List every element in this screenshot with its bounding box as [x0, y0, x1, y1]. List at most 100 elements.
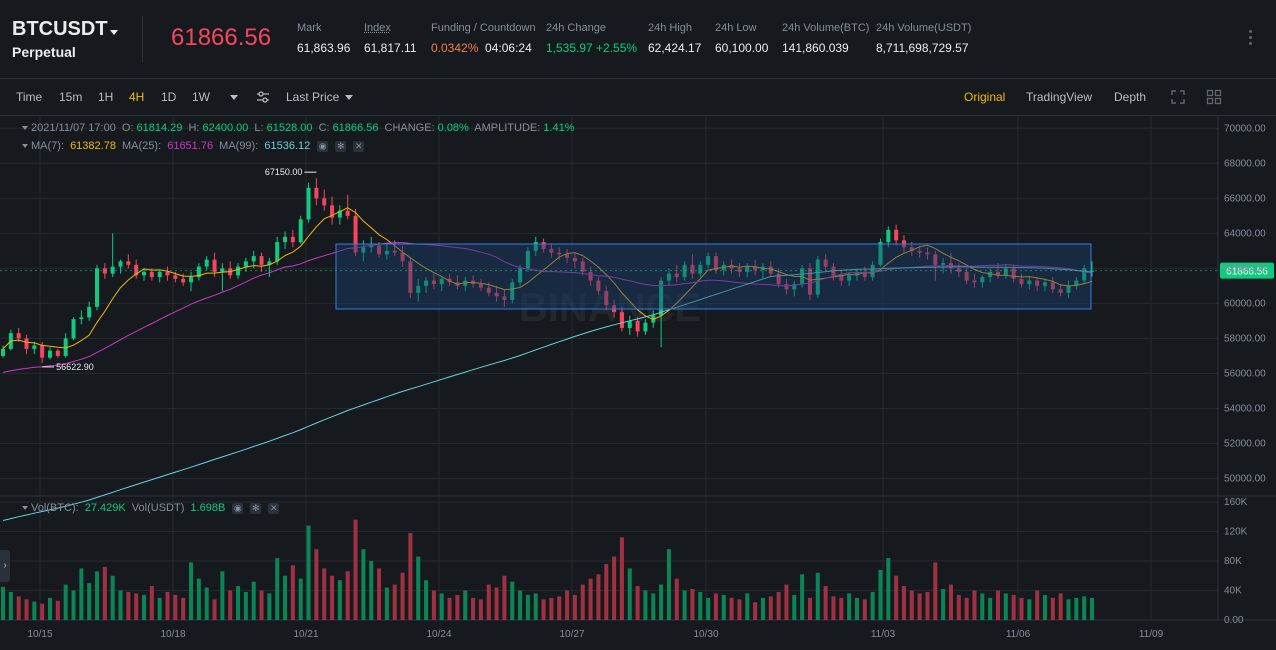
- stat-24h-change: 24h Change 1,535.97 +2.55%: [546, 22, 638, 55]
- date-axis-label: 11/09: [1139, 629, 1164, 640]
- candle-body: [416, 285, 421, 293]
- price-axis-label: 52000.00: [1224, 438, 1266, 449]
- volume-bar: [737, 599, 742, 620]
- volume-bar: [447, 597, 452, 620]
- volume-bar: [784, 584, 789, 620]
- candle-body: [1090, 270, 1094, 272]
- interval-1h[interactable]: 1H: [98, 90, 114, 104]
- interval-1d[interactable]: 1D: [161, 90, 177, 104]
- volume-bar: [1027, 599, 1032, 620]
- interval-time[interactable]: Time: [16, 90, 43, 104]
- price-type-dropdown-icon[interactable]: [345, 95, 353, 100]
- candle-body: [674, 273, 679, 278]
- candle-body: [236, 266, 241, 276]
- candle-body: [956, 268, 961, 272]
- chart-area[interactable]: BINANCE 67150.00 56622.90 61866.56 70000.00 6…: [0, 116, 1276, 650]
- symbol-name[interactable]: BTCUSDT: [12, 18, 108, 40]
- candle-body: [1035, 280, 1040, 286]
- candle-body: [220, 268, 225, 272]
- candle-body: [439, 278, 444, 285]
- eye-icon[interactable]: ◉: [317, 140, 329, 152]
- candle-body: [1082, 268, 1087, 281]
- last-price-tag-label: 61866.56: [1226, 267, 1268, 278]
- interval-4h[interactable]: 4H: [129, 90, 145, 104]
- candle-body: [181, 278, 186, 283]
- volume-bar: [314, 549, 319, 620]
- candle-body: [541, 242, 546, 250]
- expand-panel-button[interactable]: ›: [0, 550, 10, 582]
- collapse-icon[interactable]: [22, 126, 28, 131]
- candlestick-chart[interactable]: BINANCE 67150.00 56622.90 61866.56 70000.00 6…: [0, 116, 1276, 650]
- candle-body: [666, 273, 671, 281]
- volume-bar: [682, 590, 687, 620]
- candle-body: [596, 280, 601, 292]
- interval-15m[interactable]: 15m: [59, 90, 83, 104]
- close-icon[interactable]: ✕: [353, 140, 365, 152]
- collapse-icon[interactable]: [22, 506, 28, 511]
- eye-icon[interactable]: ◉: [232, 502, 244, 514]
- price-type-select[interactable]: Last Price: [286, 90, 340, 104]
- volume-bar: [267, 593, 272, 620]
- view-tradingview[interactable]: TradingView: [1026, 90, 1093, 104]
- volume-bar: [259, 590, 264, 620]
- volume-bar: [1042, 594, 1047, 620]
- candle-body: [776, 273, 781, 285]
- funding-rate: 0.0342%: [431, 41, 479, 55]
- candle-body: [298, 219, 303, 243]
- fullscreen-icon[interactable]: [1170, 89, 1186, 105]
- more-intervals-icon[interactable]: [230, 95, 238, 100]
- volume-bar: [102, 566, 107, 620]
- candle-body: [243, 261, 248, 267]
- candle-body: [604, 291, 609, 306]
- volume-bar: [541, 599, 546, 620]
- candle-body: [361, 247, 366, 253]
- volume-bar: [8, 591, 13, 620]
- candle-body: [165, 271, 170, 276]
- layout-grid-icon[interactable]: [1206, 89, 1222, 105]
- candle-body: [157, 271, 162, 278]
- volume-bar: [95, 571, 100, 620]
- ohlc-legend: 2021/11/07 17:00 O: 61814.29 H: 62400.00 L…: [22, 122, 578, 134]
- volume-bar: [478, 599, 483, 620]
- candle-body: [494, 292, 499, 297]
- collapse-icon[interactable]: [22, 144, 28, 149]
- stat-index[interactable]: Index 61,817.11: [364, 22, 417, 55]
- volume-bar: [24, 599, 29, 620]
- volume-bar: [377, 568, 382, 620]
- volume-bar: [549, 597, 554, 620]
- close-icon[interactable]: ✕: [268, 502, 280, 514]
- candle-body: [204, 259, 209, 267]
- view-depth[interactable]: Depth: [1114, 90, 1147, 104]
- view-original[interactable]: Original: [964, 90, 1006, 104]
- volume-bar: [792, 594, 797, 620]
- volume-bar: [408, 532, 413, 620]
- candle-body: [345, 210, 350, 216]
- volume-bar: [745, 593, 750, 620]
- candle-body: [259, 256, 264, 265]
- volume-bar: [862, 599, 867, 620]
- volume-bar: [149, 586, 154, 620]
- candle-body: [588, 271, 593, 281]
- volume-bar: [455, 594, 460, 620]
- candle-body: [941, 263, 946, 265]
- candle-body: [212, 259, 217, 272]
- candle-body: [706, 256, 711, 265]
- interval-1w[interactable]: 1W: [192, 90, 210, 104]
- gear-icon[interactable]: ✻: [335, 140, 347, 152]
- price-axis-label: 64000.00: [1224, 228, 1266, 239]
- volume-bar: [612, 556, 617, 620]
- volume-bar: [941, 589, 946, 620]
- gear-icon[interactable]: ✻: [250, 502, 262, 514]
- candle-body: [894, 229, 899, 241]
- symbol-dropdown-icon[interactable]: [110, 30, 118, 35]
- volume-bar: [886, 558, 891, 620]
- volume-bar: [729, 597, 734, 620]
- candle-body: [972, 280, 977, 283]
- price-axis-label: 58000.00: [1224, 333, 1266, 344]
- candle-body: [1, 348, 5, 356]
- more-options-icon[interactable]: [1244, 30, 1256, 50]
- candle-body: [48, 350, 53, 358]
- volume-bar: [760, 597, 765, 620]
- indicator-settings-icon[interactable]: [256, 91, 270, 103]
- candle-body: [337, 210, 342, 218]
